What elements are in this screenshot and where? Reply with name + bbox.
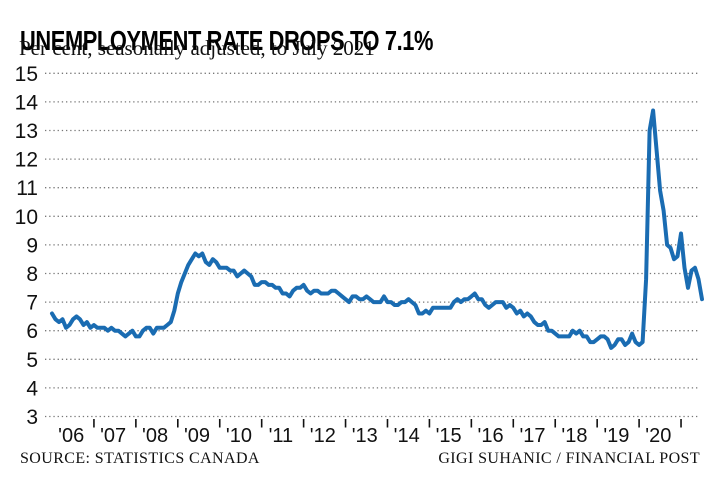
y-axis-label-10: 10 — [15, 206, 38, 229]
x-axis-label-20: '20 — [645, 425, 671, 447]
y-axis-label-3: 3 — [26, 406, 38, 429]
y-axis-label-13: 13 — [15, 120, 38, 143]
x-axis-label-07: '07 — [100, 425, 126, 447]
x-axis-label-16: '16 — [478, 425, 504, 447]
credit-label: GIGI SUHANIC / FINANCIAL POST — [438, 450, 700, 467]
x-axis-label-13: '13 — [352, 425, 378, 447]
x-axis-label-06: '06 — [58, 425, 84, 447]
y-axis-label-5: 5 — [26, 349, 38, 372]
chart-subtitle: Per cent, seasonally adjusted, to July 2… — [19, 36, 375, 60]
page-title: UNEMPLOYMENT RATE DROPS TO 7.1% — [20, 24, 434, 56]
y-axis-label-4: 4 — [26, 377, 38, 400]
y-axis-label-6: 6 — [26, 320, 38, 343]
x-axis-label-12: '12 — [310, 425, 336, 447]
x-axis-label-08: '08 — [142, 425, 168, 447]
y-axis-label-11: 11 — [16, 177, 38, 200]
unemployment-rate-line — [50, 108, 704, 350]
x-axis-label-17: '17 — [519, 425, 545, 447]
x-axis-label-11: '11 — [269, 425, 294, 447]
y-axis-label-8: 8 — [26, 263, 38, 286]
y-axis-label-9: 9 — [26, 234, 38, 257]
x-axis-label-14: '14 — [394, 425, 420, 447]
y-axis-label-7: 7 — [26, 292, 38, 315]
y-axis-label-14: 14 — [15, 91, 39, 114]
x-axis-label-18: '18 — [561, 425, 587, 447]
x-axis-label-09: '09 — [184, 425, 210, 447]
y-axis-label-15: 15 — [15, 63, 38, 86]
source-label: SOURCE: STATISTICS CANADA — [20, 450, 260, 467]
y-axis-label-12: 12 — [15, 149, 38, 172]
x-axis-label-19: '19 — [603, 425, 629, 447]
x-axis-label-15: '15 — [436, 425, 462, 447]
x-axis-label-10: '10 — [226, 425, 252, 447]
